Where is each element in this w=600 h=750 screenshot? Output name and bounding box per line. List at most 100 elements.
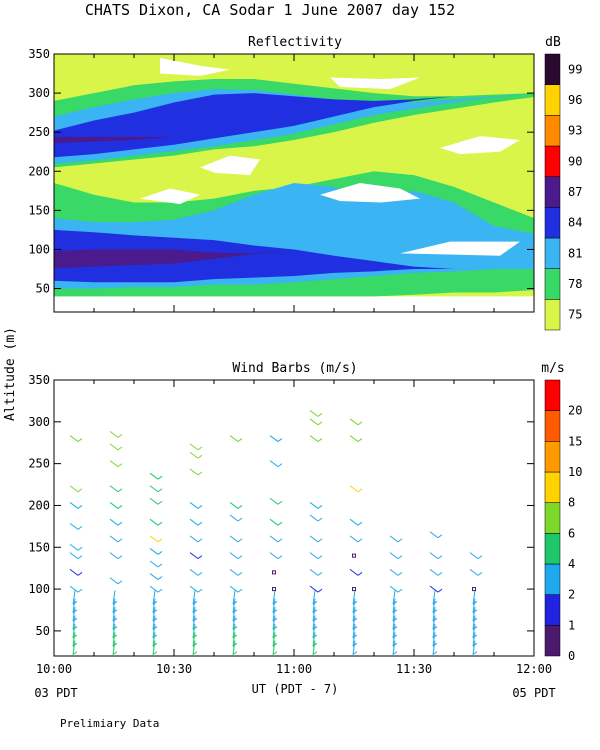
wind-barb-flag <box>312 634 318 639</box>
wind-barb-flag <box>472 609 478 614</box>
wind-barb-flag <box>117 555 123 560</box>
wind-barb-flag <box>112 609 118 614</box>
wind-barb <box>69 568 79 576</box>
wind-barb <box>392 590 396 605</box>
wind-barb-flag <box>237 517 243 522</box>
wind-barb-flag <box>272 642 278 647</box>
contour-87-db-lower <box>54 249 534 269</box>
wind-barb-flag <box>152 617 158 622</box>
wind-barb-flag <box>437 555 443 560</box>
wind-barb-flag <box>357 421 363 426</box>
wind-barb-flag <box>157 563 163 568</box>
colorbar-label-93-db: 93 <box>568 124 582 138</box>
wind-barb-flag <box>112 651 118 656</box>
wind-barb-flag <box>397 538 403 543</box>
wind-barb-flag <box>157 521 163 526</box>
colorbar-label-10-ms: 10 <box>568 465 582 479</box>
wind-barb <box>112 598 116 613</box>
start-time-label: 03 PDT <box>34 686 77 700</box>
wind-ytick-label: 250 <box>28 457 50 471</box>
wind-barb <box>432 607 436 622</box>
wind-barb <box>269 497 279 505</box>
wind-barb-flag <box>77 555 83 560</box>
wind-barb <box>189 451 199 459</box>
wind-barb-flag <box>157 588 163 593</box>
wind-barb <box>192 607 196 622</box>
wind-barb-flag <box>432 626 438 630</box>
x-tick-label-1100: 11:00 <box>276 662 312 676</box>
wind-barb <box>352 607 356 622</box>
wind-barb <box>272 607 276 622</box>
wind-barb <box>109 443 119 451</box>
wind-barb-flag <box>432 609 438 614</box>
wind-barb-flag <box>397 588 403 593</box>
no-data-region <box>440 136 520 155</box>
wind-barb <box>272 598 276 613</box>
wind-barb-flag <box>192 601 198 605</box>
wind-barb <box>109 430 119 438</box>
colorbar-label-0-ms: 0 <box>568 649 575 663</box>
colorbar-swatch-8-ms <box>544 471 561 503</box>
reflectivity-ytick-label: 50 <box>36 282 50 296</box>
wind-barb-flag <box>157 576 163 580</box>
wind-barb-flag <box>357 438 363 442</box>
wind-barb-flag <box>232 609 238 614</box>
wind-barb <box>432 640 436 655</box>
wind-barb <box>309 514 319 522</box>
wind-barb-flag <box>117 538 123 543</box>
wind-barb <box>69 502 79 509</box>
wind-barb <box>232 623 236 638</box>
wind-barb <box>112 632 116 647</box>
wind-barb-flag <box>432 642 438 647</box>
wind-barb-flag <box>397 555 403 560</box>
wind-barb-flag <box>312 609 318 614</box>
wind-barb-flag <box>112 642 118 647</box>
wind-barb-flag <box>197 454 203 459</box>
reflectivity-ytick-label: 300 <box>28 86 50 100</box>
no-data-region <box>140 188 200 205</box>
wind-barb-flag <box>152 651 158 656</box>
wind-barb <box>72 623 76 638</box>
wind-barb <box>389 568 399 576</box>
wind-barb-calm <box>352 553 356 558</box>
wind-barb <box>312 623 316 638</box>
colorbar-label-4-ms: 4 <box>568 557 575 571</box>
wind-barb <box>189 568 199 576</box>
wind-barb <box>269 535 279 543</box>
wind-barb <box>109 518 119 526</box>
wind-barb-flag <box>197 505 203 509</box>
wind-barb <box>109 485 119 493</box>
wind-barb <box>189 585 199 593</box>
wind-barb <box>229 514 239 522</box>
colorbar-label-81-db: 81 <box>568 246 582 260</box>
wind-barb <box>69 522 79 530</box>
wind-barb-flag <box>197 538 203 543</box>
colorbar-swatch-75-db <box>544 299 561 331</box>
wind-barb <box>112 623 116 638</box>
wind-barb-flag <box>232 651 238 656</box>
wind-barb <box>432 590 436 605</box>
colorbar-swatch-6-ms <box>544 502 561 534</box>
wind-barb <box>69 543 79 551</box>
wind-barb-flag <box>157 538 163 543</box>
wind-barb <box>189 468 199 476</box>
wind-frame <box>53 379 535 657</box>
wind-barb <box>309 585 319 593</box>
wind-barb <box>349 485 359 493</box>
colorbar-swatch-1-ms <box>544 594 561 626</box>
wind-barb-flag <box>117 446 123 451</box>
wind-barb-flag <box>117 463 123 468</box>
wind-barb <box>429 552 439 560</box>
wind-barb <box>272 632 276 647</box>
wind-barb-flag <box>392 617 398 622</box>
wind-barb-flag <box>152 601 158 605</box>
colorbar-swatch-99-db <box>544 53 561 85</box>
wind-barb <box>232 640 236 655</box>
wind-barb <box>69 552 79 560</box>
colorbar-label-8-ms: 8 <box>568 496 575 510</box>
wind-barb-flag <box>197 588 203 593</box>
wind-barb-flag <box>232 626 238 630</box>
wind-barb-flag <box>432 601 438 605</box>
contour-84-db-lower <box>54 229 534 283</box>
